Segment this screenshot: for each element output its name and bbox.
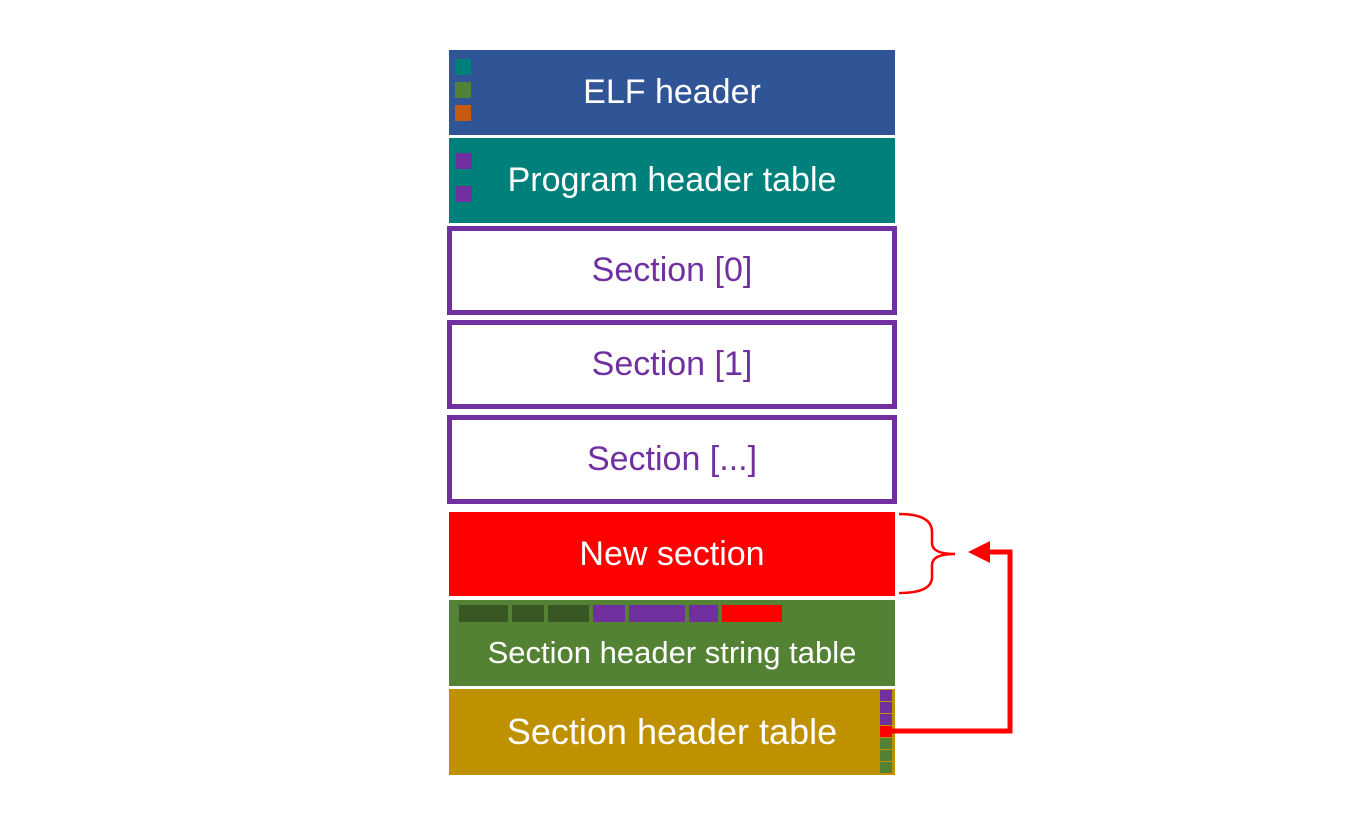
phdr-entry-1 <box>456 153 472 169</box>
program-header-table-label: Program header table <box>507 161 837 199</box>
shtab-entry-2 <box>880 702 892 713</box>
section-0-label: Section [0] <box>591 251 753 289</box>
shtab-entry-7 <box>880 762 892 773</box>
strtab-entry-6 <box>689 605 718 622</box>
elf-entry-orange <box>455 105 471 121</box>
new-section-brace <box>898 512 956 595</box>
elf-entry-teal <box>455 59 471 75</box>
section-header-table-block: Section header table <box>449 689 895 775</box>
section-0-block: Section [0] <box>447 226 897 315</box>
strtab-entry-2 <box>512 605 544 622</box>
pointer-arrow-line <box>884 549 1013 734</box>
elf-header-block: ELF header <box>449 50 895 135</box>
elf-entry-green <box>455 82 471 98</box>
new-section-label: New section <box>579 534 765 573</box>
new-section-block: New section <box>449 512 895 596</box>
strtab-entry-7 <box>722 605 782 622</box>
shtab-entry-6 <box>880 750 892 761</box>
section-header-table-label: Section header table <box>506 711 838 752</box>
phdr-entry-2 <box>456 186 472 202</box>
pointer-arrowhead <box>968 541 990 563</box>
strtab-entry-1 <box>459 605 508 622</box>
section-n-block: Section [...] <box>447 415 897 504</box>
section-1-block: Section [1] <box>447 320 897 409</box>
shtab-entry-4 <box>880 726 892 737</box>
strtab-entry-3 <box>548 605 589 622</box>
elf-header-label: ELF header <box>583 73 761 111</box>
section-header-string-table-label: Section header string table <box>487 635 857 670</box>
section-n-label: Section [...] <box>586 440 758 478</box>
section-1-label: Section [1] <box>591 345 753 383</box>
shtab-entry-1 <box>880 690 892 701</box>
strtab-entry-4 <box>593 605 625 622</box>
shtab-entry-5 <box>880 738 892 749</box>
shtab-entry-3 <box>880 714 892 725</box>
program-header-table-block: Program header table <box>449 138 895 223</box>
strtab-entry-5 <box>629 605 685 622</box>
